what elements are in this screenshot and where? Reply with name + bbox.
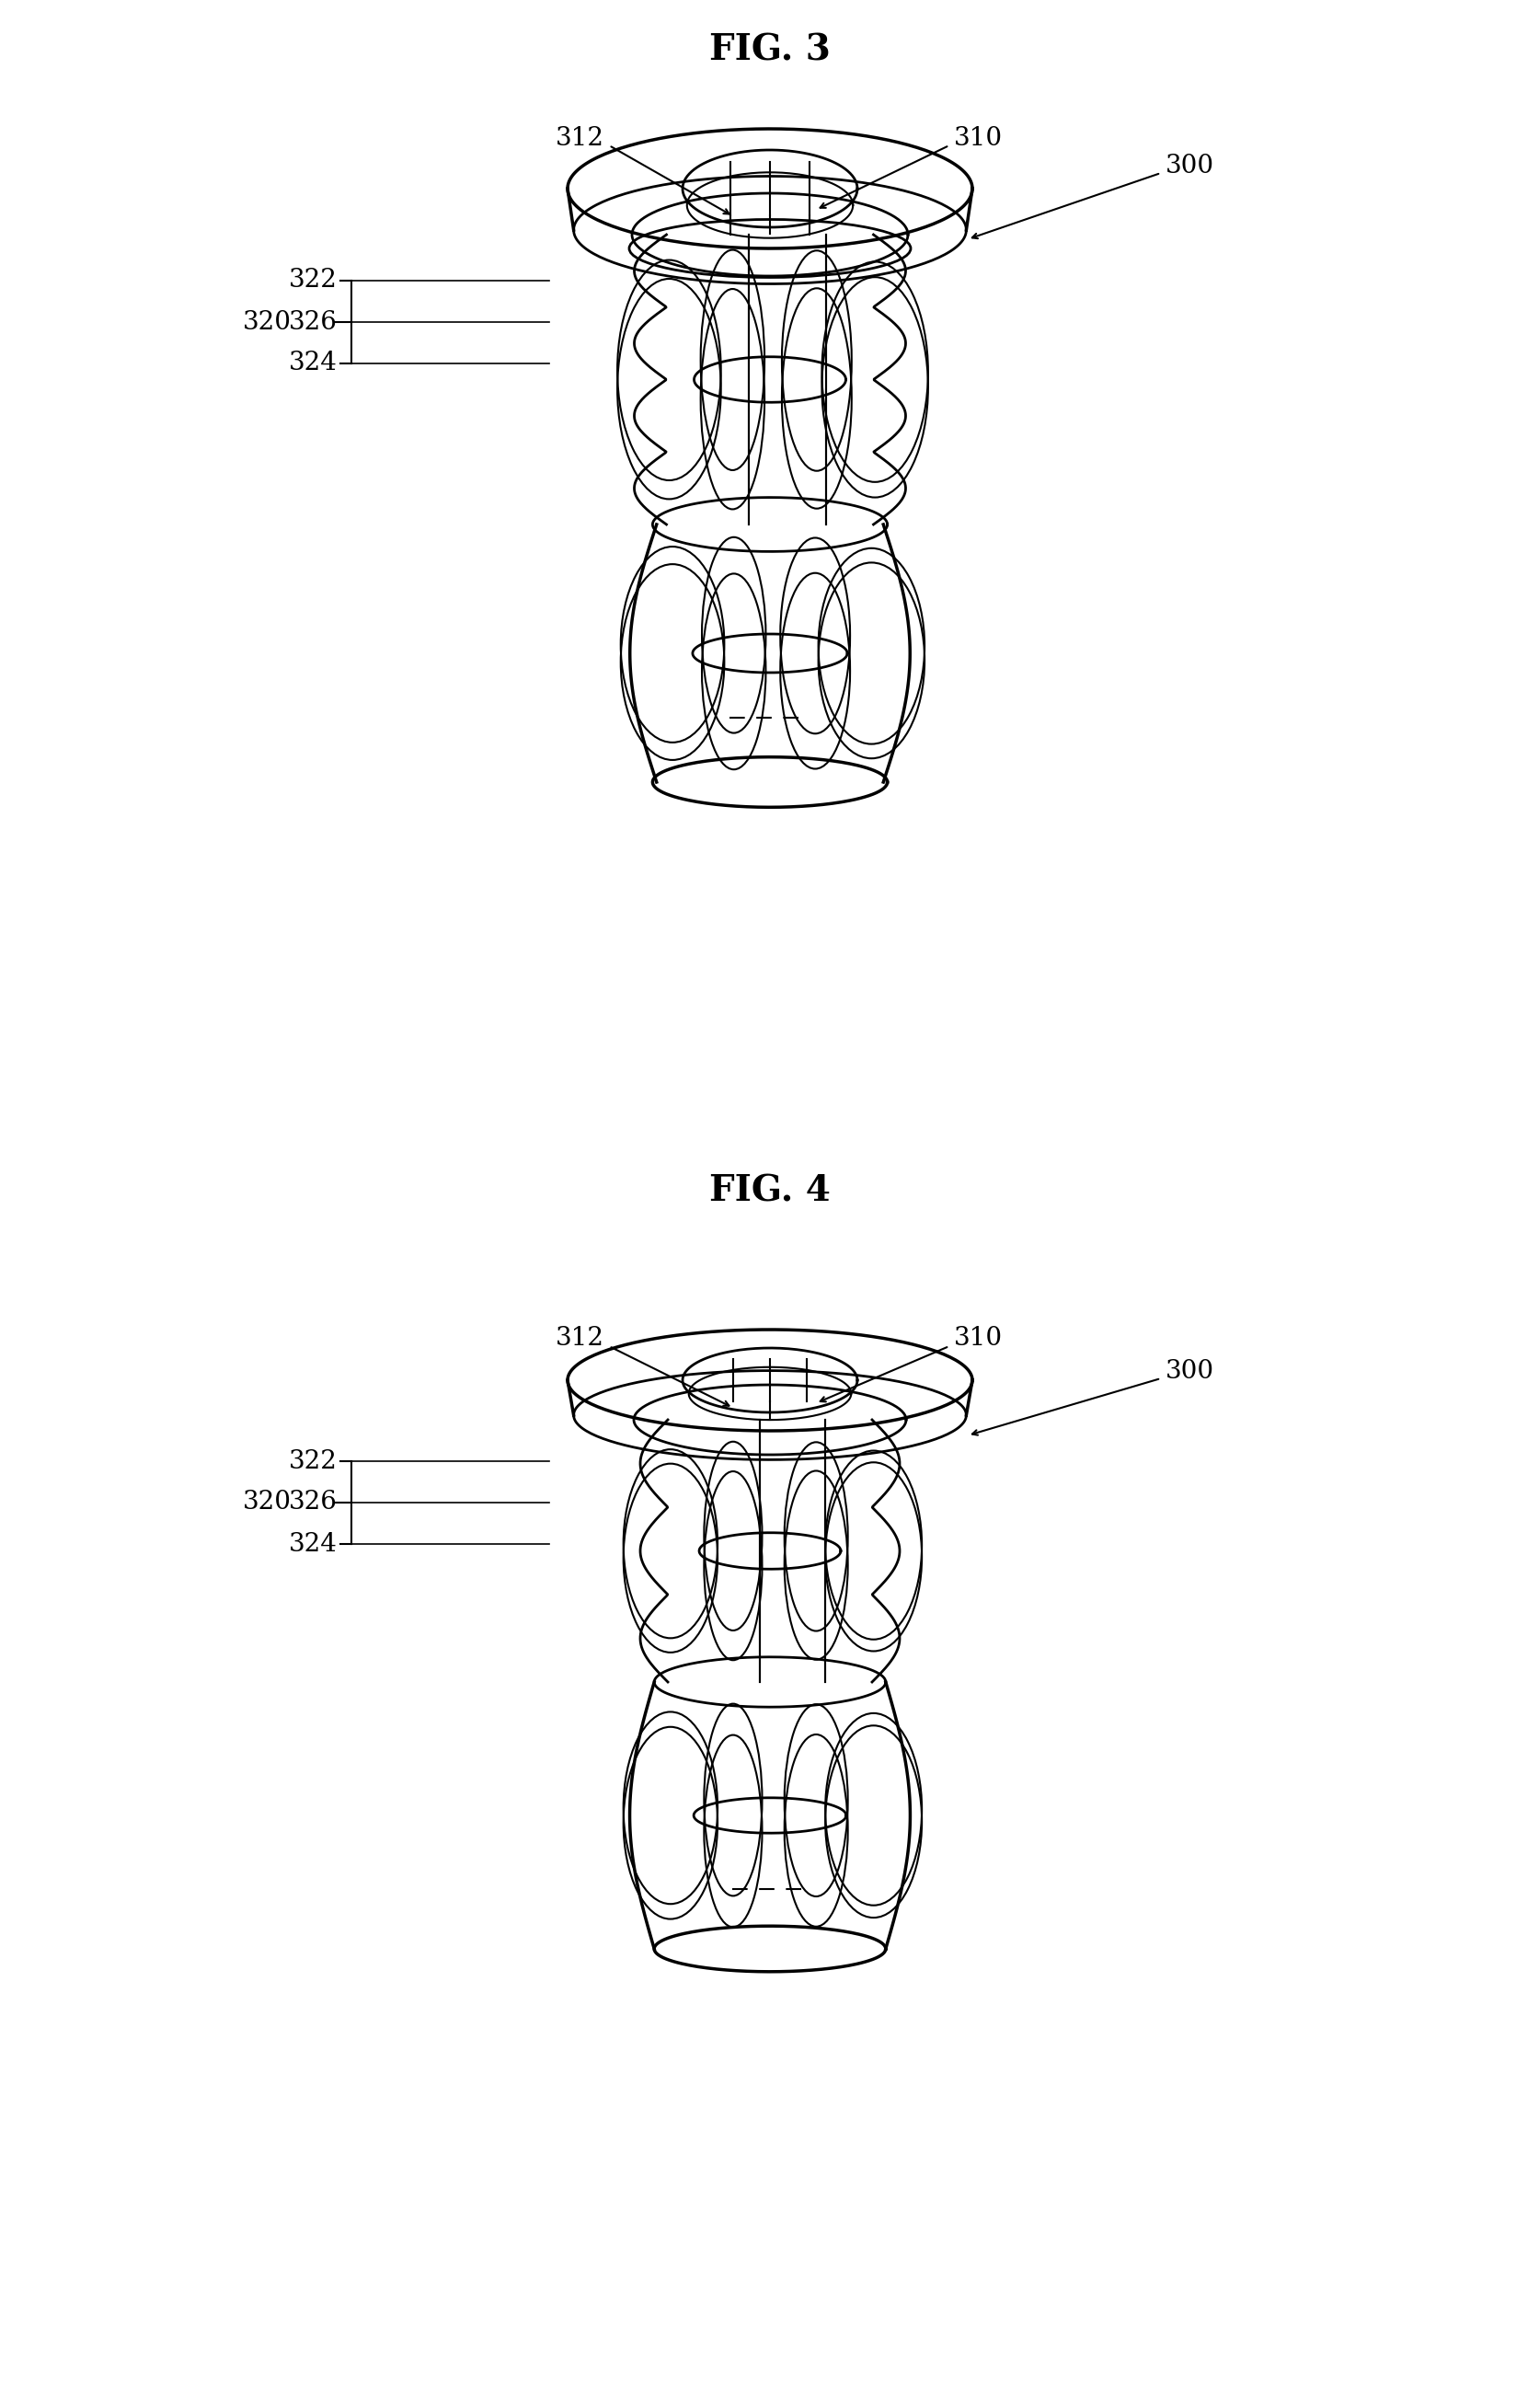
- Text: 310: 310: [953, 125, 1002, 149]
- Text: 322: 322: [289, 1450, 337, 1474]
- Text: FIG. 3: FIG. 3: [709, 34, 830, 67]
- Text: 326: 326: [289, 311, 337, 335]
- Text: 324: 324: [289, 352, 337, 376]
- Text: 324: 324: [289, 1531, 337, 1556]
- Text: 326: 326: [289, 1491, 337, 1515]
- Text: 320: 320: [243, 311, 291, 335]
- Text: 312: 312: [556, 1327, 603, 1351]
- Text: 322: 322: [289, 267, 337, 294]
- Text: FIG. 4: FIG. 4: [709, 1175, 830, 1209]
- Text: 320: 320: [243, 1491, 291, 1515]
- Text: 300: 300: [1165, 1358, 1214, 1385]
- Text: 312: 312: [556, 125, 603, 149]
- Text: 310: 310: [953, 1327, 1002, 1351]
- Text: 300: 300: [1165, 154, 1214, 178]
